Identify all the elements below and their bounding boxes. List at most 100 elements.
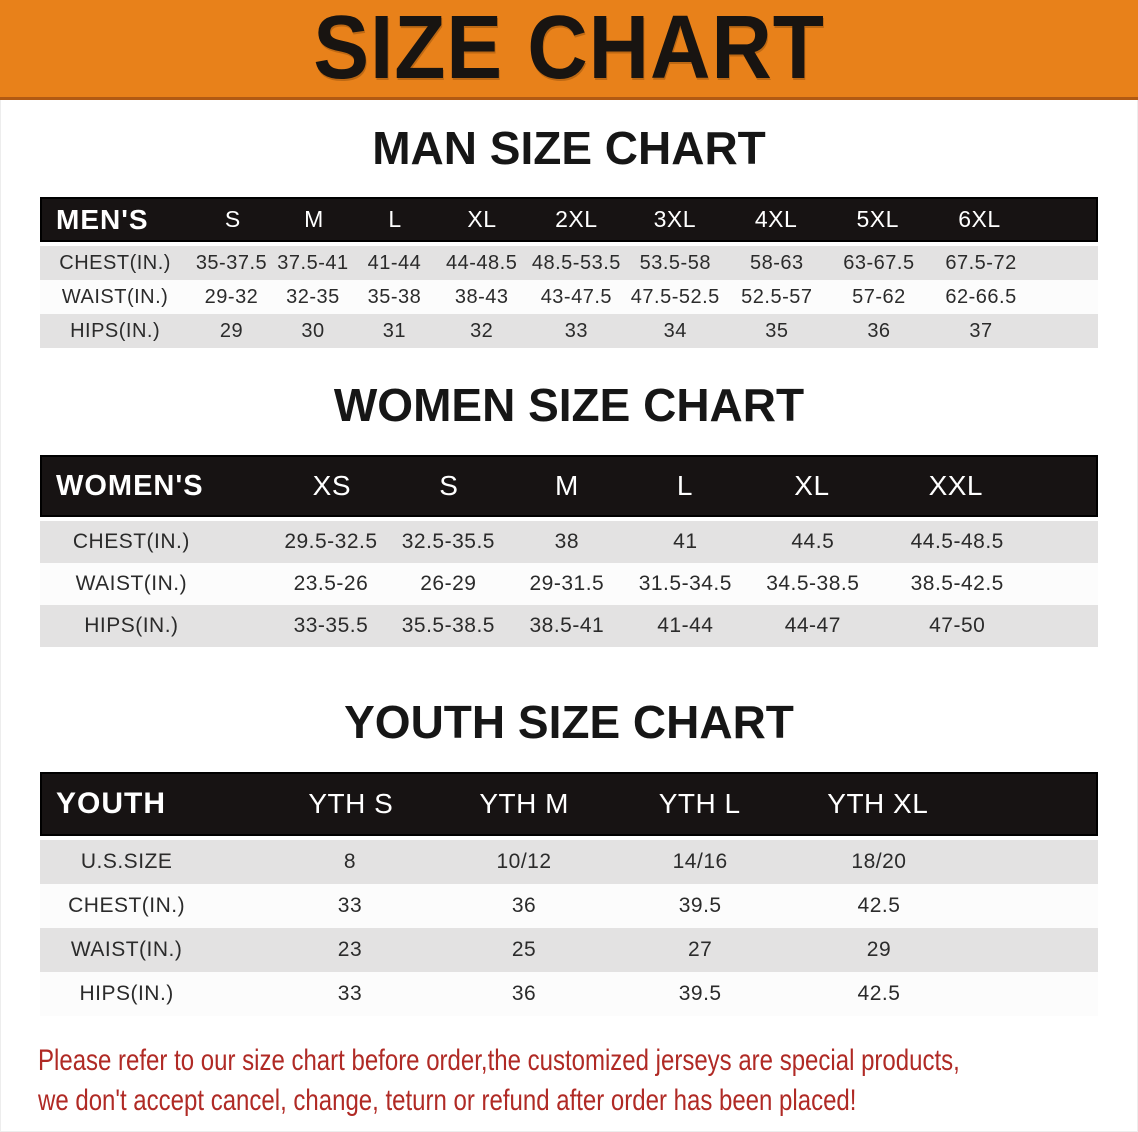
youth-section-title: YOUTH SIZE CHART xyxy=(344,696,794,748)
size-column-header: XL xyxy=(467,206,497,232)
banner-title: SIZE CHART xyxy=(313,0,825,98)
table-row: CHEST(IN.) 33 36 39.5 42.5 xyxy=(40,884,1098,928)
value-cell: 29-32 xyxy=(204,285,259,308)
value-cell: 63-67.5 xyxy=(843,251,915,274)
value-cell: 34 xyxy=(663,319,687,342)
size-column-header: YTH M xyxy=(479,788,569,819)
value-cell: 44.5 xyxy=(791,530,835,553)
row-label: U.S.SIZE xyxy=(80,850,173,873)
value-cell: 35 xyxy=(765,319,789,342)
size-column-header: 2XL xyxy=(555,206,598,232)
disclaimer: Please refer to our size chart before or… xyxy=(38,1041,960,1121)
value-cell: 57-62 xyxy=(852,285,906,308)
size-column-header: XS xyxy=(312,470,352,501)
table-corner-label: MEN'S xyxy=(56,203,149,235)
size-column-header: S xyxy=(224,206,241,232)
banner: SIZE CHART xyxy=(0,0,1138,100)
table-corner-label: WOMEN'S xyxy=(56,469,204,502)
value-cell: 27 xyxy=(687,938,713,961)
value-cell: 39.5 xyxy=(678,894,722,917)
value-cell: 33-35.5 xyxy=(293,614,369,637)
row-label: CHEST(IN.) xyxy=(59,251,171,274)
size-column-header: 4XL xyxy=(754,206,798,232)
value-cell: 36 xyxy=(511,894,537,917)
table-corner-label: YOUTH xyxy=(56,787,166,820)
table-row: HIPS(IN.) 33 36 39.5 42.5 xyxy=(40,972,1098,1016)
value-cell: 44.5-48.5 xyxy=(910,530,1004,553)
table-row: WAIST(IN.) 29-32 32-35 35-38 38-43 43-47.5 47.… xyxy=(40,280,1098,314)
value-cell: 29.5-32.5 xyxy=(284,530,378,553)
value-cell: 34.5-38.5 xyxy=(766,572,860,595)
value-cell: 35-38 xyxy=(367,285,422,308)
table-row: WAIST(IN.) 23 25 27 29 xyxy=(40,928,1098,972)
size-column-header: YTH S xyxy=(308,788,394,819)
value-cell: 38.5-41 xyxy=(529,614,605,637)
disclaimer-line-1: Please refer to our size chart before or… xyxy=(38,1044,960,1077)
value-cell: 32 xyxy=(470,319,494,342)
value-cell: 58-63 xyxy=(750,251,804,274)
value-cell: 44-47 xyxy=(784,614,841,637)
value-cell: 41-44 xyxy=(367,251,422,274)
value-cell: 42.5 xyxy=(857,982,901,1005)
row-label: CHEST(IN.) xyxy=(72,530,190,553)
youth-section: YOUTH SIZE CHART YOUTH YTH S YTH M YTH L YTH… xyxy=(0,698,1138,1016)
size-column-header: XL xyxy=(794,470,830,501)
row-label: CHEST(IN.) xyxy=(68,894,186,917)
value-cell: 41-44 xyxy=(657,614,714,637)
size-column-header: M xyxy=(304,206,324,232)
table-header-row: WOMEN'S XS S M L XL XXL xyxy=(40,455,1098,517)
value-cell: 29-31.5 xyxy=(529,572,605,595)
value-cell: 32-35 xyxy=(286,285,340,308)
value-cell: 23.5-26 xyxy=(293,572,369,595)
content: MAN SIZE CHART MEN'S S M L XL 2XL 3XL 4XL 5XL 6XL… xyxy=(0,124,1138,1121)
women-section: WOMEN SIZE CHART WOMEN'S XS S M L XL XXL CHEST(… xyxy=(0,381,1138,647)
value-cell: 39.5 xyxy=(678,982,722,1005)
size-column-header: 5XL xyxy=(856,206,899,232)
table-row: WAIST(IN.) 23.5-26 26-29 29-31.5 31.5-34.5 34… xyxy=(40,563,1098,605)
table-row: CHEST(IN.) 35-37.5 37.5-41 41-44 44-48.5 48.5… xyxy=(40,246,1098,280)
table-row: HIPS(IN.) 33-35.5 35.5-38.5 38.5-41 41-44 44-… xyxy=(40,605,1098,647)
row-label: WAIST(IN.) xyxy=(75,572,188,595)
value-cell: 29 xyxy=(866,938,892,961)
size-column-header: L xyxy=(388,206,402,232)
value-cell: 35-37.5 xyxy=(195,251,268,274)
size-column-header: YTH L xyxy=(658,788,741,819)
value-cell: 38.5-42.5 xyxy=(910,572,1004,595)
value-cell: 26-29 xyxy=(420,572,477,595)
table-row: HIPS(IN.) 29 30 31 32 33 34 35 36 37 xyxy=(40,314,1098,348)
value-cell: 52.5-57 xyxy=(741,285,813,308)
youth-size-table: YOUTH YTH S YTH M YTH L YTH XL U.S.SIZE 8 10/12… xyxy=(40,772,1098,1016)
size-column-header: 3XL xyxy=(653,206,697,232)
row-label: WAIST(IN.) xyxy=(70,938,183,961)
size-column-header: M xyxy=(554,470,579,501)
value-cell: 38-43 xyxy=(454,285,509,308)
value-cell: 43-47.5 xyxy=(540,285,613,308)
size-column-header: YTH XL xyxy=(827,788,929,819)
value-cell: 37.5-41 xyxy=(277,251,349,274)
value-cell: 36 xyxy=(867,319,891,342)
value-cell: 36 xyxy=(511,982,537,1005)
value-cell: 48.5-53.5 xyxy=(531,251,621,274)
men-section-title: MAN SIZE CHART xyxy=(372,122,766,174)
value-cell: 29 xyxy=(219,319,244,342)
men-section: MAN SIZE CHART MEN'S S M L XL 2XL 3XL 4XL 5XL 6XL… xyxy=(0,124,1138,348)
disclaimer-line-2: we don't accept cancel, change, teturn o… xyxy=(38,1084,857,1117)
value-cell: 47.5-52.5 xyxy=(630,285,720,308)
value-cell: 67.5-72 xyxy=(945,251,1017,274)
value-cell: 41 xyxy=(673,530,698,553)
value-cell: 30 xyxy=(301,319,325,342)
size-column-header: XXL xyxy=(928,470,983,501)
value-cell: 23 xyxy=(337,938,363,961)
women-section-title: WOMEN SIZE CHART xyxy=(333,379,805,431)
row-label: HIPS(IN.) xyxy=(79,982,174,1005)
value-cell: 31.5-34.5 xyxy=(638,572,732,595)
value-cell: 33 xyxy=(337,982,363,1005)
row-label: HIPS(IN.) xyxy=(84,614,179,637)
value-cell: 38 xyxy=(554,530,580,553)
value-cell: 10/12 xyxy=(496,850,552,873)
value-cell: 33 xyxy=(564,319,588,342)
value-cell: 8 xyxy=(343,850,357,873)
value-cell: 44-48.5 xyxy=(446,251,518,274)
value-cell: 14/16 xyxy=(672,850,728,873)
